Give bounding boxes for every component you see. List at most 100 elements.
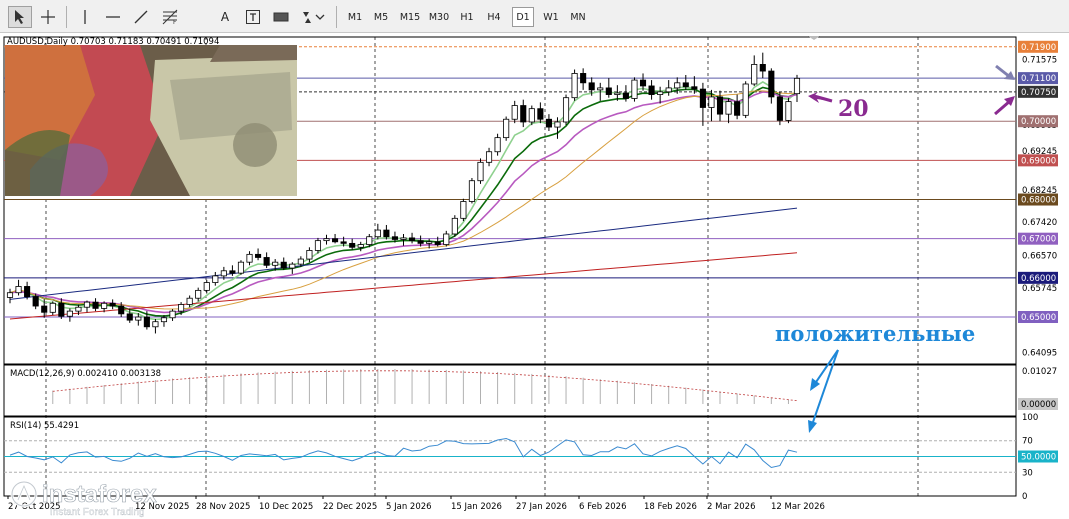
candle-body (657, 91, 664, 95)
candle-81 (699, 82, 706, 126)
vertical-line-icon (84, 10, 86, 24)
arrow-to-price-annotation-head (1004, 71, 1015, 80)
timeframe-m30-button[interactable]: M30 (428, 11, 450, 23)
candle-body (494, 137, 501, 153)
candle-body (212, 275, 219, 283)
timeframe-m5-button[interactable]: M5 (373, 11, 389, 23)
candle-83 (716, 90, 724, 122)
date-label-3: 10 Dec 2025 (259, 502, 313, 512)
candle-60 (520, 99, 527, 128)
crosshair-tool-button[interactable] (36, 6, 60, 28)
price-chart[interactable]: 0.715750.707450.699050.692450.682450.674… (0, 33, 1069, 519)
candle-34 (297, 256, 304, 267)
date-label-6: 15 Jan 2026 (451, 502, 502, 512)
candle-body (426, 241, 433, 244)
candle-75 (648, 80, 655, 100)
candle-29 (255, 248, 262, 261)
macd-pane (3, 364, 1017, 417)
arrow-to-macd-head (810, 378, 820, 391)
candle-body (648, 85, 655, 95)
candle-body (272, 261, 279, 266)
candle-body (6, 292, 14, 298)
candle-9 (83, 300, 91, 313)
candle-39 (340, 236, 347, 247)
candle-body (109, 302, 116, 307)
candle-61 (528, 105, 535, 126)
cursor-icon (15, 10, 24, 24)
timeframe-m15-button[interactable]: M15 (399, 11, 421, 23)
candle-body (691, 86, 698, 90)
timeframe-h4-button[interactable]: H4 (487, 11, 501, 23)
candle-body (160, 317, 168, 323)
candle-body (588, 82, 595, 91)
rsi-tick-2: 50.0000 (1021, 453, 1056, 463)
text-tool-button[interactable]: A (214, 6, 236, 28)
candle-body (58, 302, 65, 317)
candle-body (297, 258, 304, 265)
candle-80 (691, 76, 698, 94)
vertical-line-tool-button[interactable] (74, 6, 96, 28)
timeframe-m1-button[interactable]: M1 (347, 11, 363, 23)
price-pane (3, 36, 1017, 365)
chart-shift-marker (808, 36, 820, 40)
rsi-tick-0: 100 (1022, 413, 1038, 423)
candle-68 (588, 77, 595, 96)
rectangle-icon (273, 12, 289, 22)
date-label-10: 2 Mar 2026 (707, 502, 755, 512)
candle-body (24, 286, 31, 298)
candle-70 (605, 78, 612, 98)
candle-23 (203, 279, 210, 294)
text-label-tool-button[interactable] (242, 6, 264, 28)
candle-body (631, 79, 638, 99)
candle-90 (776, 91, 783, 126)
fibonacci-tool-button[interactable]: F (158, 6, 182, 28)
level-price-label-0.70000: 0.70000 (1021, 117, 1056, 127)
candle-body (716, 96, 724, 115)
candle-33 (289, 262, 296, 274)
candle-body (229, 270, 236, 274)
candle-24 (212, 271, 219, 286)
rsi-label: RSI(14) 55.4291 (10, 421, 79, 431)
trendline-tool-button[interactable] (130, 6, 152, 28)
candle-body (135, 316, 142, 321)
trendline-icon (134, 10, 148, 24)
level-price-label-0.67000: 0.67000 (1021, 235, 1056, 245)
arrows-tool-button[interactable] (298, 6, 328, 28)
timeframe-mn-button[interactable]: MN (570, 11, 586, 23)
shapes-tool-button[interactable] (270, 6, 292, 28)
arrow-to-candle-annotation (808, 92, 830, 103)
candle-62 (537, 102, 544, 124)
candle-72 (622, 85, 629, 102)
price-tick-6: 0.66570 (1022, 252, 1057, 262)
level-price-label-0.70750: 0.70750 (1021, 88, 1056, 98)
price-tick-0: 0.71575 (1022, 56, 1057, 66)
candle-body (75, 306, 82, 312)
candle-body (451, 217, 458, 235)
candle-body (699, 88, 706, 108)
candle-18 (160, 315, 168, 327)
timeframe-h1-button[interactable]: H1 (460, 11, 474, 23)
candle-69 (597, 82, 604, 101)
candle-43 (374, 223, 381, 240)
candle-52 (451, 215, 458, 237)
date-label-4: 22 Dec 2025 (323, 502, 377, 512)
candle-15 (135, 313, 142, 326)
candle-body (562, 97, 570, 123)
timeframe-w1-button[interactable]: W1 (543, 11, 559, 23)
level-price-tag-0.66000 (1018, 271, 1058, 284)
timeframe-d1-button[interactable]: D1 (512, 7, 534, 27)
candle-body (409, 237, 416, 242)
arrow-to-level-annotation-head (1004, 96, 1015, 106)
candle-body (126, 313, 133, 321)
horizontal-line-tool-button[interactable] (102, 6, 124, 28)
candle-body (468, 180, 475, 202)
candle-20 (178, 302, 185, 316)
candle-48 (417, 235, 424, 247)
candle-38 (332, 233, 339, 244)
cursor-tool-button[interactable] (8, 6, 32, 28)
level-price-tag-0.70750 (1018, 85, 1058, 98)
level-price-label-0.68000: 0.68000 (1021, 196, 1056, 206)
candle-body (571, 73, 578, 99)
candle-36 (314, 237, 322, 254)
candle-body (332, 238, 339, 243)
